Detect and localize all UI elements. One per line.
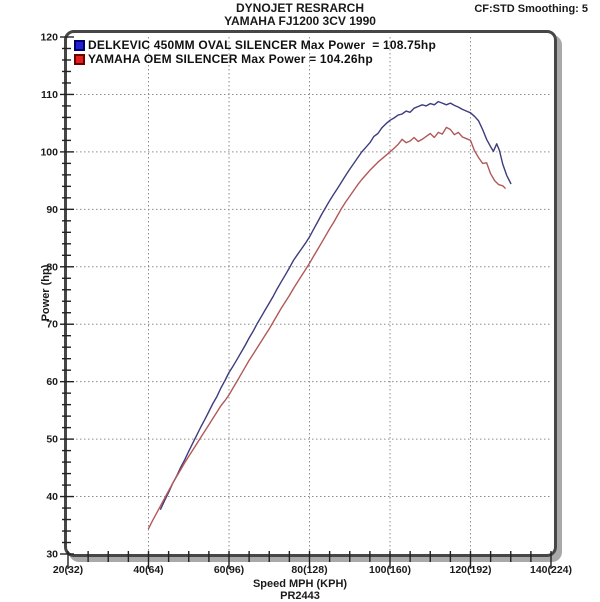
y-axis-title: Power (hp) (40, 264, 52, 322)
title-line-1: DYNOJET RESRARCH (235, 1, 364, 15)
legend-row-delkevic: DELKEVIC 450MM OVAL SILENCER Max Power =… (74, 38, 436, 52)
delkevic-power-curve (159, 100, 512, 510)
x-tick-label: 20(32) (53, 564, 83, 576)
yamaha-oem-power-curve (147, 126, 506, 530)
x-tick-label: 140(224) (530, 564, 572, 576)
y-tick-label: 120 (40, 32, 58, 44)
run-id: PR2443 (280, 590, 320, 602)
x-tick-label: 60(96) (214, 564, 244, 576)
yamaha-oem-series-swatch-icon (74, 53, 85, 65)
y-tick-label: 80 (46, 261, 58, 273)
x-tick-label: 120(192) (449, 564, 491, 576)
y-tick-label: 60 (46, 376, 58, 388)
x-tick-label: 100(160) (369, 564, 411, 576)
y-tick-label: 100 (40, 146, 58, 158)
x-axis-title: Speed MPH (KPH) (252, 578, 348, 590)
delkevic-series-swatch-icon (74, 39, 85, 51)
x-tick-label: 80(128) (291, 564, 327, 576)
y-tick-label: 70 (46, 319, 58, 331)
y-tick-label: 40 (46, 491, 58, 503)
chart-title: DYNOJET RESRARCH YAMAHA FJ1200 3CV 1990 (0, 2, 600, 28)
x-tick-label: 40(64) (133, 564, 163, 576)
y-tick-label: 50 (46, 434, 58, 446)
title-line-2: YAMAHA FJ1200 3CV 1990 (224, 14, 376, 28)
chart-legend: DELKEVIC 450MM OVAL SILENCER Max Power =… (74, 38, 436, 66)
smoothing-setting: CF:STD Smoothing: 5 (474, 3, 588, 15)
legend-label-yamaha-oem: YAMAHA OEM SILENCER Max Power = 104.26hp (88, 52, 373, 66)
legend-label-delkevic: DELKEVIC 450MM OVAL SILENCER Max Power =… (88, 38, 436, 52)
plot-frame (64, 30, 557, 557)
legend-row-yamaha-oem: YAMAHA OEM SILENCER Max Power = 104.26hp (74, 52, 436, 66)
y-tick-label: 30 (46, 549, 58, 561)
y-tick-label: 90 (46, 204, 58, 216)
y-tick-label: 110 (41, 89, 58, 101)
